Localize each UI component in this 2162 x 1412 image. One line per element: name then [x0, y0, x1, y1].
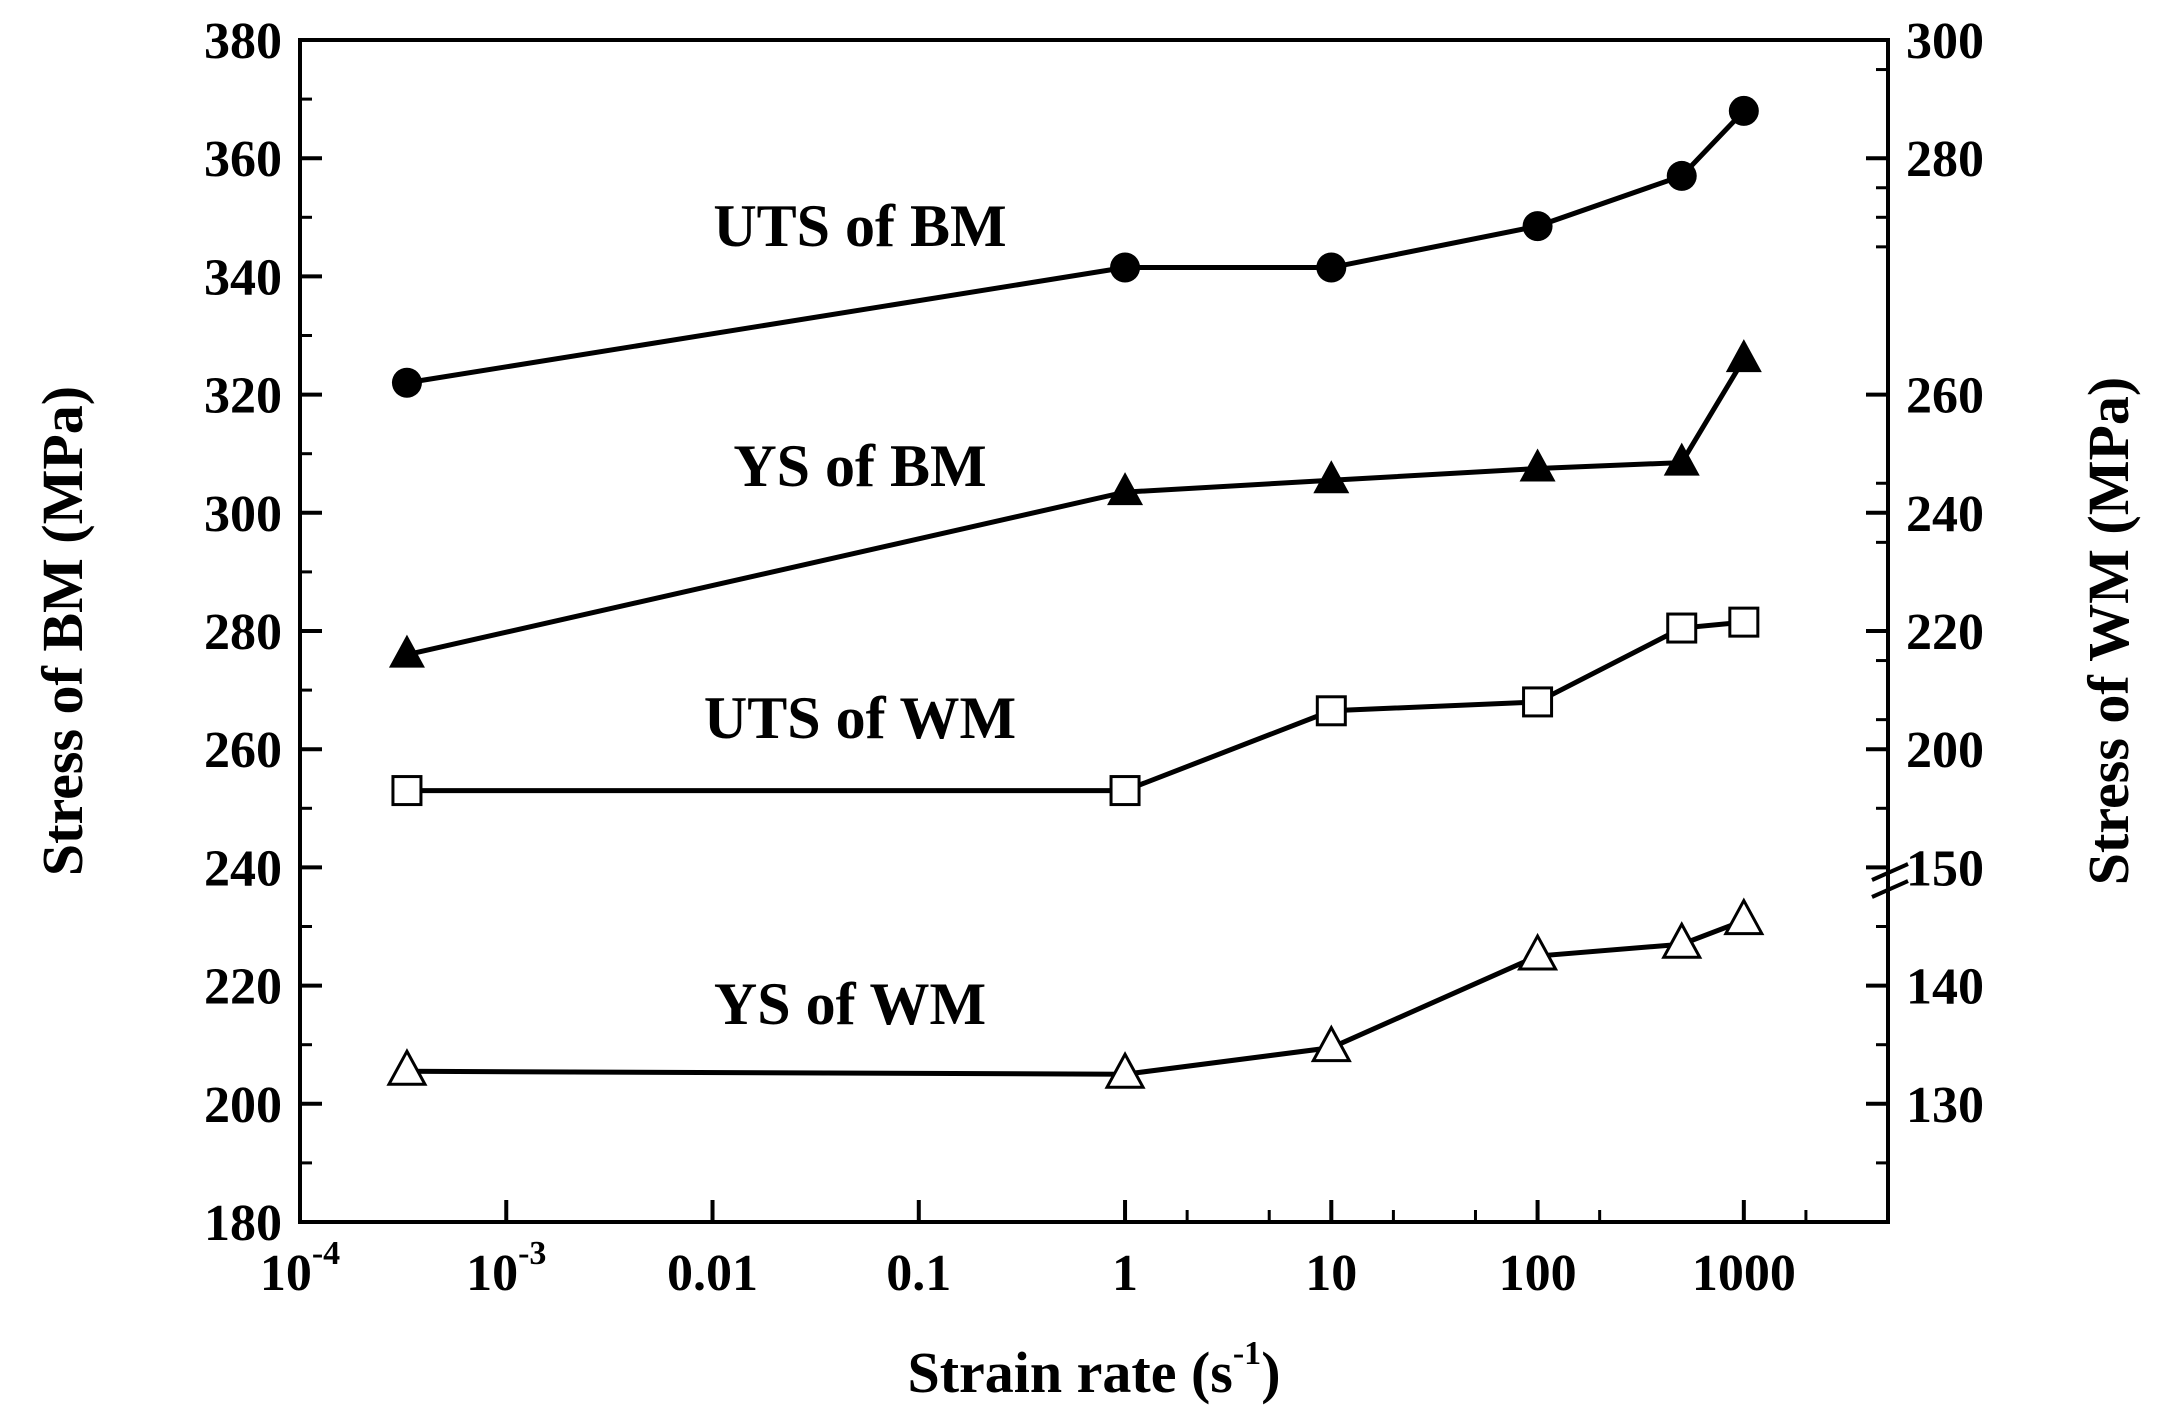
x-tick-label: 1	[1112, 1245, 1138, 1302]
ticks	[298, 38, 1890, 1224]
y-left-axis-title: Stress of BM (MPa)	[30, 386, 95, 876]
data-point	[1310, 1024, 1352, 1063]
data-point	[1316, 252, 1347, 283]
y-left-tick-label: 340	[204, 249, 282, 306]
x-tick-label: 1000	[1692, 1245, 1796, 1302]
data-point	[1315, 695, 1347, 727]
data-point	[1728, 606, 1760, 638]
x-tick-label: 0.1	[886, 1245, 951, 1302]
y-left-tick-label: 320	[204, 368, 282, 425]
data-point	[1661, 921, 1703, 959]
data-point	[1725, 339, 1762, 373]
data-point	[1104, 1051, 1146, 1089]
y-left-tick-label: 280	[204, 604, 282, 661]
data-point	[1109, 775, 1141, 807]
y-left-tick-label: 200	[204, 1077, 282, 1134]
x-axis-title-exponent: -1	[1233, 1335, 1261, 1372]
y-right-tick-label: 200	[1906, 722, 1984, 779]
x-tick-label-base: 100	[1499, 1245, 1577, 1302]
data-point	[1666, 612, 1698, 644]
series-label: UTS of BM	[713, 193, 1006, 259]
y-left-tick-label: 380	[204, 13, 282, 70]
series-label: YS of BM	[733, 433, 986, 499]
y-right-tick-label: 280	[1906, 131, 1984, 188]
data-point	[1663, 442, 1700, 476]
y-left-tick-label: 260	[204, 722, 282, 779]
y-right-tick-label: 140	[1906, 959, 1984, 1016]
data-point	[1522, 211, 1553, 242]
series-label: UTS of WM	[704, 685, 1016, 751]
x-tick-label: 10	[1305, 1245, 1357, 1302]
x-tick-label: 10-4	[260, 1235, 340, 1302]
y-left-tick-label: 220	[204, 959, 282, 1016]
y-right-tick-label: 300	[1906, 13, 1984, 70]
x-tick-label-base: 10	[1305, 1245, 1357, 1302]
x-axis-title: Strain rate (s-1)	[907, 1335, 1280, 1405]
y-right-tick-label: 260	[1906, 368, 1984, 425]
axis-break-marker	[1871, 862, 1909, 899]
x-tick-label-base: 10	[466, 1245, 518, 1302]
data-point	[388, 634, 425, 668]
x-tick-label-base: 10	[260, 1245, 312, 1302]
data-point	[1666, 160, 1697, 191]
x-tick-label: 0.01	[667, 1245, 758, 1302]
x-tick-label: 10-3	[466, 1235, 546, 1302]
data-point	[1517, 932, 1559, 971]
data-point	[1313, 460, 1350, 494]
y-left-tick-label: 360	[204, 131, 282, 188]
x-tick-label-base: 1	[1112, 1245, 1138, 1302]
x-tick-label-exponent: -3	[518, 1235, 546, 1272]
y-right-tick-label: 220	[1906, 604, 1984, 661]
y-right-tick-label: 150	[1906, 840, 1984, 897]
series-line	[406, 357, 1746, 658]
x-tick-label-exponent: -4	[312, 1235, 340, 1272]
data-point	[1723, 897, 1765, 936]
x-tick-label-base: 0.01	[667, 1245, 758, 1302]
y-right-axis-title: Stress of WM (MPa)	[2076, 377, 2141, 885]
series-label: YS of WM	[714, 971, 986, 1037]
data-point	[1107, 472, 1144, 506]
y-left-tick-label: 240	[204, 840, 282, 897]
data-point	[391, 367, 422, 398]
data-point	[1522, 686, 1554, 718]
series	[386, 95, 1765, 1089]
data-point	[386, 1048, 428, 1086]
x-tick-label-base: 0.1	[886, 1245, 951, 1302]
y-right-tick-label: 240	[1906, 486, 1984, 543]
labels: 180 200 220 240 260 280 300 320 340 360 380 130 140 1…	[30, 13, 2141, 1405]
x-axis-title-text: Strain rate (s	[907, 1340, 1232, 1405]
data-point	[1110, 252, 1141, 283]
series-line	[406, 109, 1746, 386]
plot-frame	[298, 38, 1890, 1224]
y-left-tick-label: 180	[204, 1195, 282, 1252]
x-tick-label: 100	[1499, 1245, 1577, 1302]
data-point	[391, 775, 423, 807]
x-tick-label-base: 1000	[1692, 1245, 1796, 1302]
y-left-tick-label: 300	[204, 486, 282, 543]
data-point	[1728, 95, 1759, 126]
data-point	[1519, 448, 1556, 482]
y-right-tick-label: 130	[1906, 1077, 1984, 1134]
x-axis-title-end: )	[1261, 1340, 1280, 1405]
